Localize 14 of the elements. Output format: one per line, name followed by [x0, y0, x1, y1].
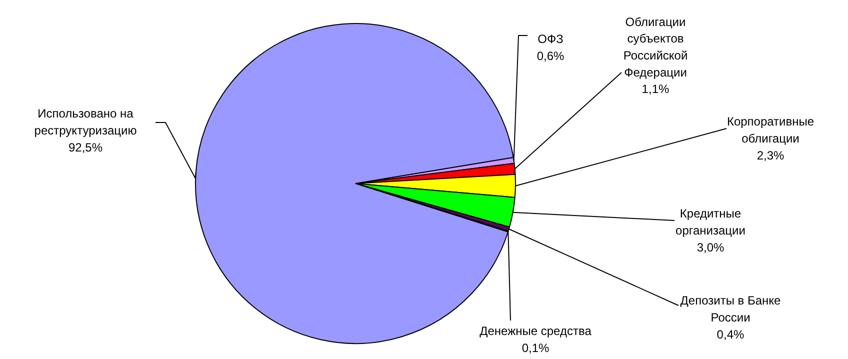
slice-label: Депозиты в Банке России	[680, 294, 782, 324]
slice-label: Использовано на реструктуризацию	[34, 106, 137, 138]
data-label: 0,1%	[522, 340, 550, 355]
slice-label: ОФЗ	[538, 32, 564, 46]
data-label: 3,0%	[696, 240, 725, 254]
slice-label: Кредитные организации	[676, 206, 746, 238]
data-label: 0,4%	[716, 327, 745, 342]
data-label: 92,5%	[68, 140, 103, 154]
data-label: 0,6%	[536, 48, 565, 63]
data-label: 1,1%	[642, 82, 670, 96]
slice-label: Облигации субъектов Российской Федерации	[623, 14, 688, 80]
slice-label: Корпоративные облигации	[726, 114, 814, 146]
data-label: 2,3%	[756, 148, 785, 162]
slice-label: Денежные средства	[480, 324, 592, 338]
